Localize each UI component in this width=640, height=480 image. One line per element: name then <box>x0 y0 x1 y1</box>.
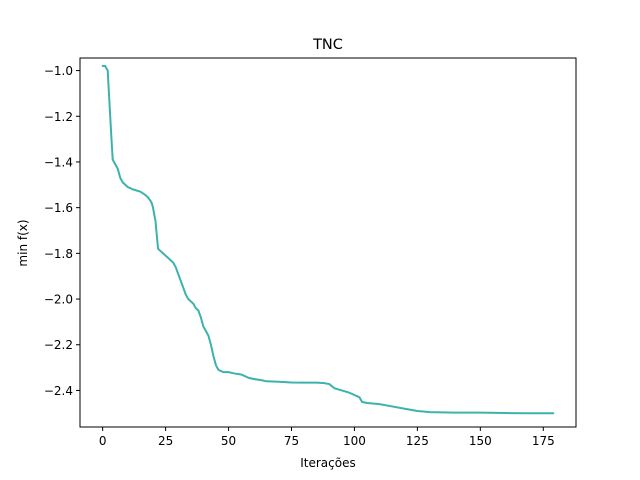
x-tick-label: 100 <box>343 434 366 448</box>
y-tick-label: −1.8 <box>44 247 73 261</box>
x-tick-label: 50 <box>221 434 236 448</box>
x-tick-label: 25 <box>158 434 173 448</box>
y-tick-label: −1.0 <box>44 64 73 78</box>
axes-frame <box>79 57 577 428</box>
x-tick-label: 75 <box>284 434 299 448</box>
y-tick-label: −1.2 <box>44 110 73 124</box>
y-axis-title: min f(x) <box>16 219 30 266</box>
x-tick-label: 0 <box>99 434 107 448</box>
x-tick-label: 150 <box>469 434 492 448</box>
chart-title: TNC <box>312 37 343 53</box>
y-axis: −1.0 −1.2 −1.4 −1.6 −1.8 −2.0 −2.2 −2.4 <box>44 64 80 398</box>
plot-area <box>101 65 555 415</box>
x-tick-label: 175 <box>532 434 555 448</box>
y-tick-label: −2.2 <box>44 338 73 352</box>
x-tick-label: 125 <box>406 434 429 448</box>
y-tick-label: −1.4 <box>44 155 73 169</box>
series-line-0 <box>101 65 555 415</box>
x-axis-title: Iterações <box>300 456 356 470</box>
x-axis: 0 25 50 75 100 125 150 175 <box>99 427 555 448</box>
y-tick-label: −2.4 <box>44 384 73 398</box>
y-tick-label: −1.6 <box>44 201 73 215</box>
y-tick-label: −2.0 <box>44 293 73 307</box>
